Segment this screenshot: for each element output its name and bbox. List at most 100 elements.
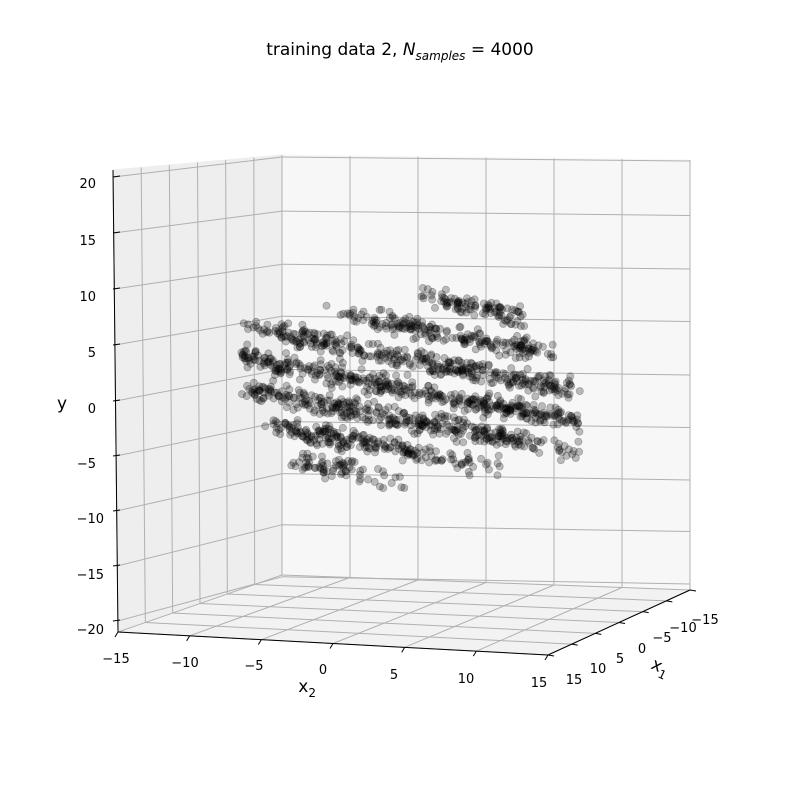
scatter-point [390, 415, 399, 424]
scatter-point [271, 366, 280, 375]
scatter-point [513, 401, 522, 410]
scatter-point [414, 349, 423, 358]
scatter-point [307, 391, 316, 400]
x2-axis-label: x2 [298, 677, 316, 700]
x1-tick-labels: 15 10 5 0 −5 −10 −15 [566, 613, 719, 688]
scatter-point [371, 448, 380, 457]
scatter-point [261, 353, 270, 362]
scatter-point [274, 425, 283, 434]
scatter-point [466, 431, 475, 440]
scatter-point [250, 385, 259, 394]
scatter-point [433, 423, 442, 432]
x1-tick-mark [618, 622, 626, 624]
scatter-point [459, 426, 468, 435]
scatter-point [449, 425, 458, 434]
scatter-point [408, 414, 417, 423]
scatter-point [285, 398, 294, 407]
chart-title-symbol: N [403, 40, 416, 60]
scatter-point [458, 365, 467, 374]
scatter-point [427, 332, 436, 341]
scatter-point [307, 342, 316, 351]
scatter-point [346, 411, 355, 420]
scatter-point [322, 341, 331, 350]
scatter-point [321, 427, 330, 436]
scatter-point [373, 350, 382, 359]
scatter-point [519, 428, 528, 437]
scatter-point [529, 405, 538, 414]
scatter-point [345, 406, 354, 415]
scatter-point [325, 391, 334, 400]
scatter-point [332, 433, 341, 442]
scatter-point [269, 394, 278, 403]
scatter-point [455, 415, 464, 424]
scatter-point [516, 302, 525, 311]
scatter-point [463, 399, 472, 408]
scatter-point [567, 381, 576, 390]
scatter-point [451, 459, 460, 468]
scatter-point [399, 448, 408, 457]
scatter-point [408, 317, 417, 326]
scatter-point [516, 341, 525, 350]
scatter-point [321, 474, 330, 483]
scatter-point [334, 439, 343, 448]
scatter-point [482, 394, 491, 403]
scatter-point [515, 437, 524, 446]
scatter-point [515, 344, 524, 353]
scatter-point [315, 427, 324, 436]
scatter-point [378, 409, 387, 418]
scatter-point [269, 363, 278, 372]
scatter-point [531, 414, 540, 423]
scatter-point [323, 409, 332, 418]
scatter-point [522, 408, 531, 417]
scatter-point [557, 417, 566, 426]
scatter-point [428, 367, 437, 376]
scatter-point [266, 360, 275, 369]
scatter-point [467, 331, 476, 340]
scatter-point [281, 418, 290, 427]
scatter-point [517, 341, 526, 350]
scatter-point [252, 394, 261, 403]
scatter-point [311, 431, 320, 440]
scatter-point [451, 426, 460, 435]
scatter-point [441, 368, 450, 377]
scatter-point [318, 461, 327, 470]
scatter-point [567, 412, 576, 421]
scatter-point [537, 387, 546, 396]
scatter-point [298, 432, 307, 441]
scatter-point [497, 311, 506, 320]
scatter-point [348, 375, 357, 384]
scatter-point [464, 364, 473, 373]
scatter-point [495, 303, 504, 312]
scatter-point [243, 381, 252, 390]
scatter-point [293, 343, 302, 352]
scatter-point [404, 447, 413, 456]
scatter-point [395, 322, 404, 331]
scatter-point [563, 390, 572, 399]
scatter-point [562, 418, 571, 427]
scatter-point [308, 363, 317, 372]
scatter-point [485, 433, 494, 442]
scatter-point [455, 393, 464, 402]
scatter-point [338, 382, 347, 391]
scatter-point [556, 409, 565, 418]
scatter-point [335, 408, 344, 417]
scatter-point [475, 361, 484, 370]
scatter-point [295, 342, 304, 351]
scatter-point [343, 402, 352, 411]
scatter-point [316, 347, 325, 356]
scatter-point [300, 400, 309, 409]
scatter-point [512, 373, 521, 382]
scatter-point [469, 401, 478, 410]
scatter-point [510, 306, 519, 315]
scatter-point [442, 328, 451, 337]
scatter-point [453, 298, 462, 307]
scatter-point [528, 443, 537, 452]
scatter-point [449, 404, 458, 413]
scatter-point [501, 338, 510, 347]
scatter-point [515, 401, 524, 410]
scatter-point [360, 351, 369, 360]
scatter-point [417, 420, 426, 429]
scatter-point [416, 330, 425, 339]
scatter-point [471, 345, 480, 354]
scatter-point [384, 384, 393, 393]
